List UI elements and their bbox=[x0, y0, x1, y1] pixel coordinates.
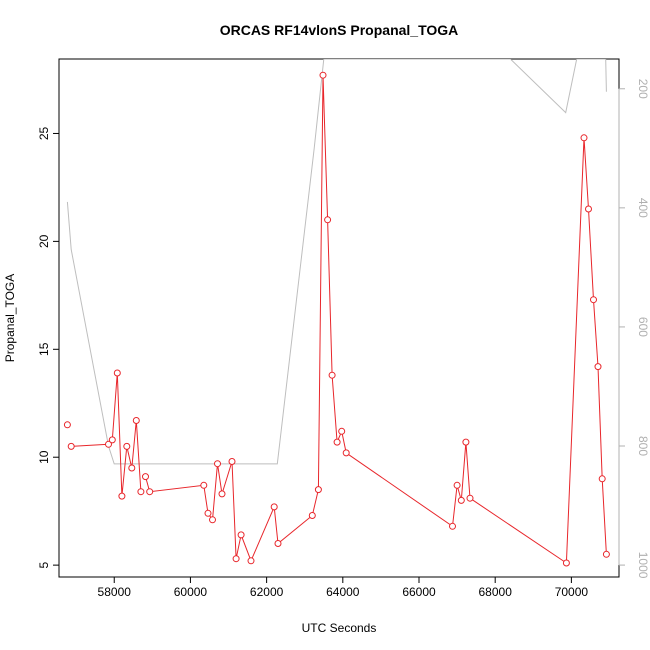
data-point bbox=[142, 473, 149, 481]
data-point bbox=[137, 488, 145, 496]
right-tick-label: 800 bbox=[636, 436, 650, 456]
right-tick-label: 200 bbox=[636, 79, 650, 99]
data-point bbox=[113, 369, 121, 377]
series-line-segment bbox=[111, 372, 142, 497]
right-tick-label: 1000 bbox=[636, 552, 650, 579]
data-point bbox=[324, 216, 332, 224]
data-point bbox=[132, 417, 140, 424]
x-tick-label: 66000 bbox=[402, 585, 436, 599]
data-point bbox=[602, 550, 610, 558]
data-point bbox=[228, 458, 236, 465]
data-point bbox=[247, 557, 255, 565]
data-point bbox=[314, 486, 322, 494]
axes-layer: 58000 60000 62000 64000 66000 68000 70000 5 10 15… bbox=[37, 79, 650, 599]
plot-area-border bbox=[58, 58, 620, 578]
x-tick-label: 70000 bbox=[555, 585, 589, 599]
y-tick-label: 5 bbox=[37, 561, 51, 568]
data-point bbox=[462, 438, 470, 446]
x-tick-label: 68000 bbox=[479, 585, 513, 599]
left-axis-series-layer bbox=[63, 71, 610, 567]
data-point bbox=[118, 492, 126, 500]
x-axis-label: UTC Seconds bbox=[302, 621, 377, 635]
series-line-segment bbox=[71, 443, 109, 447]
series-line-segment bbox=[145, 75, 607, 564]
data-point bbox=[457, 496, 465, 504]
data-point bbox=[105, 440, 112, 448]
data-point bbox=[562, 559, 570, 567]
data-point bbox=[128, 464, 136, 472]
data-point bbox=[237, 531, 245, 539]
x-tick-label: 60000 bbox=[174, 585, 208, 599]
data-point bbox=[274, 540, 282, 547]
data-point bbox=[108, 436, 116, 444]
data-point bbox=[232, 555, 240, 563]
data-point bbox=[342, 449, 350, 457]
data-point bbox=[580, 134, 588, 142]
data-point bbox=[270, 503, 278, 511]
data-point bbox=[338, 427, 346, 435]
series-line-right-axis bbox=[66, 59, 607, 465]
right-tick-label: 600 bbox=[636, 317, 650, 337]
y-axis-label: Propanal_TOGA bbox=[3, 274, 17, 363]
data-point bbox=[449, 522, 456, 530]
x-tick-label: 58000 bbox=[98, 585, 132, 599]
data-point bbox=[200, 481, 208, 489]
y-tick-label: 25 bbox=[37, 126, 51, 140]
data-point bbox=[585, 205, 592, 213]
y-tick-label: 10 bbox=[37, 450, 51, 464]
data-point bbox=[204, 509, 212, 517]
y-tick-label: 15 bbox=[37, 342, 51, 356]
data-point bbox=[218, 490, 226, 498]
y-tick-label: 20 bbox=[37, 234, 51, 248]
right-axis-series-layer bbox=[66, 59, 607, 465]
right-tick-label: 400 bbox=[636, 198, 650, 218]
data-point bbox=[63, 421, 71, 429]
x-tick-label: 64000 bbox=[326, 585, 360, 599]
chart-title: ORCAS RF14vlonS Propanal_TOGA bbox=[220, 22, 459, 38]
data-point bbox=[466, 494, 474, 502]
data-point bbox=[209, 516, 216, 524]
data-point bbox=[67, 442, 75, 450]
data-point bbox=[214, 460, 221, 468]
x-tick-label: 62000 bbox=[250, 585, 284, 599]
data-point bbox=[328, 371, 336, 379]
data-point bbox=[590, 296, 597, 304]
data-point bbox=[123, 442, 131, 450]
data-point bbox=[319, 71, 327, 79]
data-point bbox=[308, 512, 316, 519]
data-point bbox=[453, 481, 461, 489]
data-point bbox=[333, 438, 341, 446]
data-point bbox=[146, 488, 154, 496]
data-point bbox=[598, 475, 606, 483]
data-point bbox=[594, 363, 602, 371]
